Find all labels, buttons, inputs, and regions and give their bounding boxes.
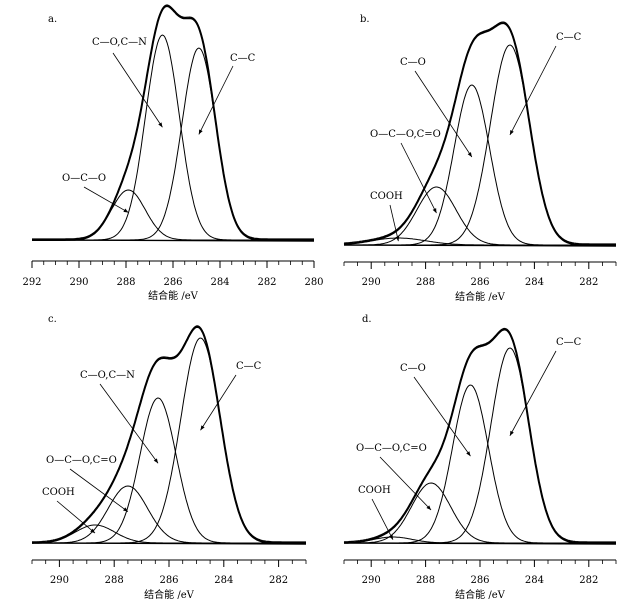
x-axis-title: 结合能 /eV — [455, 290, 505, 303]
x-tick-label: 290 — [69, 277, 88, 288]
arrow-head — [158, 122, 163, 128]
component-curve — [32, 47, 314, 241]
panel-label: d. — [362, 314, 372, 325]
envelope-curve — [343, 328, 616, 544]
arrow-head — [153, 458, 159, 464]
peak-label: C—C — [236, 361, 262, 372]
panel-4: d. 290 288 286 284 282 结合能 /eV C—O C—C O—C—O,C=O C… — [343, 314, 617, 601]
arrow-head — [90, 528, 96, 534]
x-axis-title: 结合能 /eV — [148, 289, 198, 302]
leader-line — [69, 468, 129, 512]
peak-label: C—C — [230, 53, 256, 64]
peak-label: C—C — [556, 337, 582, 348]
x-axis-title: 结合能 /eV — [455, 588, 505, 601]
component-curve — [343, 536, 616, 544]
envelope-curve — [343, 22, 616, 246]
leader-line — [198, 65, 234, 135]
x-tick-label: 288 — [116, 277, 135, 288]
leader-line — [56, 500, 96, 534]
arrow-head — [509, 130, 514, 135]
x-tick-label: 292 — [22, 277, 41, 288]
leader-line — [99, 383, 159, 464]
component-curve — [32, 337, 306, 544]
x-tick-label: 282 — [269, 575, 288, 586]
arrow-head — [467, 152, 472, 157]
panel-3: c. 290 288 286 284 282 结合能 /eV C—O,C—N C—C O—C—O,… — [31, 314, 307, 601]
leader-line — [112, 52, 163, 128]
arrow-head — [123, 208, 129, 213]
leader-line — [389, 204, 399, 242]
panel-label: c. — [48, 314, 57, 325]
x-tick-label: 286 — [470, 575, 489, 586]
peak-label: COOH — [358, 485, 391, 496]
leader-line — [400, 142, 437, 214]
panel-1: a. 292 290 288 286 284 282 280 结合能 /eV C—O,C—N C—C… — [22, 4, 324, 302]
leader-line — [509, 45, 557, 136]
raw-data-curve — [32, 4, 314, 240]
leader-line — [414, 70, 473, 158]
x-tick-label: 284 — [525, 277, 544, 288]
arrow-head — [123, 507, 128, 512]
raw-data-curve — [343, 327, 616, 543]
x-tick-label: 282 — [257, 277, 276, 288]
component-curve — [344, 384, 616, 544]
leader-line — [413, 376, 471, 457]
x-tick-label: 288 — [416, 575, 435, 586]
raw-data-curve — [343, 21, 616, 245]
peak-label: COOH — [370, 191, 403, 202]
peak-label: O—C—O,C=O — [46, 455, 117, 466]
x-tick-label: 288 — [416, 277, 435, 288]
leader-line — [509, 350, 557, 436]
leader-line — [83, 186, 129, 213]
x-tick-label: 286 — [470, 277, 489, 288]
leader-line — [200, 374, 237, 431]
x-tick-label: 286 — [163, 277, 182, 288]
arrow-head — [466, 451, 471, 457]
arrow-head — [200, 425, 205, 431]
arrow-head — [509, 430, 514, 436]
component-curve — [32, 397, 306, 544]
component-curve — [344, 84, 616, 246]
component-curve — [344, 44, 616, 246]
arrow-head — [426, 505, 432, 510]
peak-label: COOH — [42, 487, 75, 498]
x-axis-title: 结合能 /eV — [144, 588, 194, 601]
x-tick-label: 290 — [362, 277, 381, 288]
peak-label: C—O — [400, 363, 426, 374]
envelope-curve — [32, 4, 314, 241]
arrow-head — [432, 208, 437, 214]
component-curve — [32, 34, 314, 241]
arrow-head — [198, 129, 203, 135]
panel-label: a. — [48, 14, 57, 25]
x-tick-label: 284 — [210, 277, 229, 288]
x-tick-label: 282 — [579, 575, 598, 586]
peak-label: O—C—O — [62, 173, 106, 184]
x-tick-label: 288 — [105, 575, 124, 586]
leader-line — [371, 498, 394, 540]
panel-label: b. — [360, 14, 370, 25]
peak-label: C—C — [556, 32, 582, 43]
arrow-head — [389, 534, 393, 540]
leader-line — [379, 456, 432, 511]
component-curve — [32, 524, 306, 544]
peak-label: C—O — [400, 57, 426, 68]
raw-data-curve — [32, 325, 306, 543]
x-tick-label: 280 — [304, 277, 323, 288]
component-curve — [343, 237, 616, 246]
panel-2: b. 290 288 286 284 282 结合能 /eV C—O C—C O—C—O,C=O C… — [343, 14, 617, 303]
peak-label: C—O,C—N — [92, 37, 147, 48]
x-tick-label: 290 — [50, 575, 69, 586]
x-tick-label: 284 — [214, 575, 233, 586]
component-curve — [32, 189, 314, 241]
x-tick-label: 290 — [362, 575, 381, 586]
x-tick-label: 282 — [579, 277, 598, 288]
x-tick-label: 286 — [159, 575, 178, 586]
envelope-curve — [32, 325, 306, 544]
x-tick-label: 284 — [525, 575, 544, 586]
arrow-head — [395, 236, 400, 242]
peak-label: C—O,C—N — [80, 370, 135, 381]
peak-label: O—C—O,C=O — [370, 129, 441, 140]
peak-label: O—C—O,C=O — [356, 443, 427, 454]
